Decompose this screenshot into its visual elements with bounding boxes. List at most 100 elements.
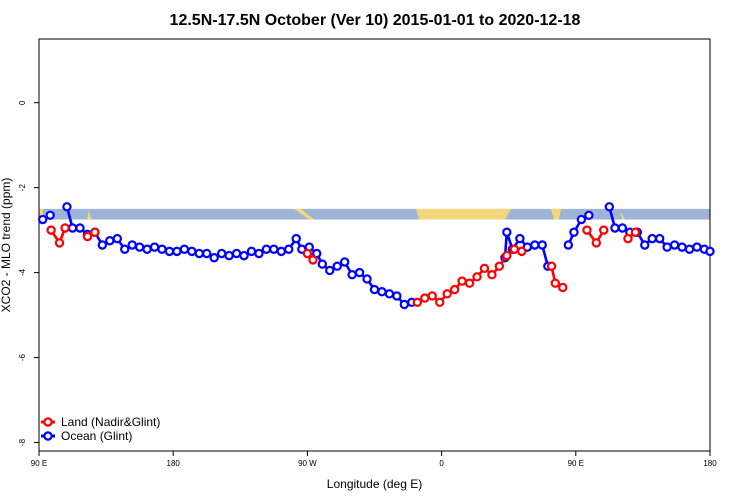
data-point <box>669 240 680 250</box>
data-point <box>502 227 512 237</box>
data-point <box>194 248 204 259</box>
data-point <box>261 244 272 254</box>
data-point <box>377 287 387 297</box>
plot-frame <box>38 38 711 452</box>
data-point <box>82 231 93 242</box>
data-point <box>617 223 628 233</box>
series-land <box>46 223 641 308</box>
data-point <box>224 250 234 261</box>
data-point <box>127 240 137 250</box>
legend: Land (Nadir&Glint) Ocean (Glint) <box>41 415 160 443</box>
land-region-1 <box>87 209 91 220</box>
data-point <box>45 210 55 220</box>
data-point <box>302 248 313 259</box>
data-point <box>209 253 219 263</box>
data-point <box>692 242 702 252</box>
x-tick-label: 90 E <box>31 459 47 468</box>
data-point <box>576 214 587 225</box>
data-point <box>582 225 592 235</box>
data-point <box>630 227 641 237</box>
data-point <box>134 242 145 252</box>
data-point <box>179 244 190 254</box>
data-point <box>599 225 609 235</box>
data-point <box>384 289 395 299</box>
data-point <box>399 299 410 310</box>
data-point <box>591 238 602 248</box>
data-point <box>502 250 512 261</box>
y-axis-title: XCO2 - MLO trend (ppm) <box>0 178 13 313</box>
data-point <box>105 236 115 246</box>
data-point <box>97 240 108 250</box>
land-ocean-strip <box>39 208 710 220</box>
data-point <box>354 267 365 278</box>
data-point <box>449 284 460 295</box>
ocean-band <box>39 208 710 220</box>
data-point <box>654 233 665 244</box>
legend-ocean-marker <box>43 431 53 441</box>
data-point <box>558 282 568 293</box>
data-point <box>246 246 257 257</box>
data-point <box>332 261 342 271</box>
data-point <box>647 233 657 244</box>
data-point <box>563 240 574 250</box>
data-point <box>317 259 328 269</box>
data-point <box>149 242 160 252</box>
data-point <box>487 270 497 280</box>
data-point <box>420 293 430 303</box>
data-point <box>472 272 482 282</box>
data-point <box>202 248 212 259</box>
y-tick-label: -8 <box>18 438 27 446</box>
land-region-4 <box>551 208 561 220</box>
chart-title: 12.5N-17.5N October (Ver 10) 2015-01-01 … <box>170 12 581 29</box>
data-point <box>662 242 672 252</box>
data-point <box>75 223 85 233</box>
data-point <box>339 257 350 267</box>
data-point <box>308 255 318 265</box>
data-point <box>325 265 335 276</box>
x-tick-label: 180 <box>167 459 181 468</box>
data-point <box>464 278 475 288</box>
data-point <box>546 261 557 271</box>
legend-land-label: Land (Nadir&Glint) <box>61 415 160 429</box>
data-point <box>509 244 519 254</box>
data-point <box>610 223 620 233</box>
y-tick-label: 0 <box>18 100 27 105</box>
data-point <box>157 244 167 254</box>
data-point <box>291 233 301 244</box>
data-point <box>677 242 687 252</box>
data-point <box>231 248 242 259</box>
y-tick-label: -4 <box>18 269 27 277</box>
data-point <box>60 223 70 233</box>
data-point <box>216 248 227 259</box>
data-point <box>347 270 357 280</box>
data-point <box>254 248 264 259</box>
land-region-3 <box>416 208 511 220</box>
x-tick-label: 90 E <box>568 459 584 468</box>
data-point <box>517 246 527 257</box>
data-point <box>142 244 152 254</box>
land-region-5 <box>620 210 625 220</box>
data-point <box>369 284 380 295</box>
data-point <box>269 244 279 254</box>
data-point <box>442 289 452 299</box>
data-point <box>90 227 100 237</box>
data-point <box>54 238 65 248</box>
data-point <box>276 246 287 257</box>
data-point <box>67 223 78 233</box>
data-point <box>164 246 175 257</box>
data-point <box>427 291 437 301</box>
data-point <box>569 227 579 237</box>
x-tick-label: 90 W <box>298 459 317 468</box>
data-point <box>392 291 402 301</box>
data-point <box>435 297 445 308</box>
x-tick-label: 180 <box>703 459 717 468</box>
data-point <box>284 244 294 254</box>
data-point <box>584 210 594 220</box>
data-point <box>46 225 56 235</box>
data-point <box>494 261 505 271</box>
data-point <box>640 240 650 250</box>
data-point <box>412 297 423 308</box>
data-point <box>62 202 72 212</box>
y-tick-label: -2 <box>18 184 27 192</box>
